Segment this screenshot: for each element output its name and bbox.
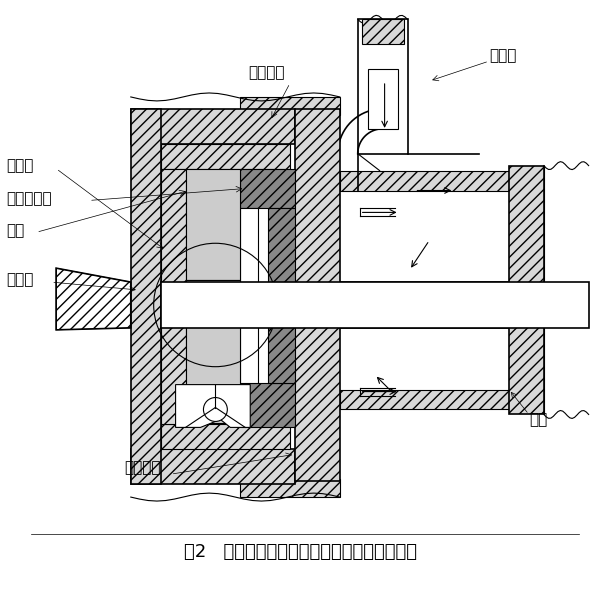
Polygon shape: [358, 19, 407, 154]
Polygon shape: [368, 69, 398, 129]
Polygon shape: [161, 310, 185, 424]
Polygon shape: [161, 169, 185, 283]
Text: 内风扇: 内风扇: [489, 49, 517, 64]
Text: 电机端盖: 电机端盖: [124, 460, 161, 475]
Polygon shape: [362, 19, 404, 44]
Polygon shape: [185, 280, 240, 290]
Polygon shape: [240, 97, 340, 115]
Text: 转子: 转子: [529, 412, 547, 427]
Polygon shape: [268, 208, 295, 383]
Text: 轴承座: 轴承座: [7, 272, 34, 287]
Polygon shape: [161, 144, 290, 169]
Text: 图2   滑动轴承结构及内侧负压形成结构示意图: 图2 滑动轴承结构及内侧负压形成结构示意图: [184, 543, 416, 561]
Text: 甩油环: 甩油环: [7, 158, 34, 173]
Text: 滑动轴承: 滑动轴承: [248, 65, 285, 80]
Polygon shape: [161, 282, 589, 328]
Circle shape: [193, 283, 237, 327]
Polygon shape: [131, 109, 295, 144]
Text: 滑动密封圈: 滑动密封圈: [7, 191, 52, 206]
Polygon shape: [295, 109, 340, 481]
Polygon shape: [340, 389, 509, 409]
Polygon shape: [240, 383, 295, 427]
Polygon shape: [185, 312, 240, 424]
Circle shape: [203, 398, 227, 421]
Polygon shape: [56, 268, 131, 330]
Polygon shape: [131, 109, 161, 484]
Polygon shape: [340, 282, 539, 328]
Polygon shape: [185, 169, 240, 280]
Polygon shape: [240, 169, 295, 208]
Polygon shape: [240, 208, 258, 383]
Polygon shape: [176, 385, 250, 427]
Polygon shape: [185, 302, 240, 312]
Polygon shape: [240, 479, 340, 497]
Polygon shape: [340, 170, 509, 191]
Polygon shape: [131, 449, 295, 484]
Polygon shape: [161, 424, 290, 449]
Polygon shape: [509, 166, 544, 415]
Text: 轴瓦: 轴瓦: [7, 223, 25, 238]
